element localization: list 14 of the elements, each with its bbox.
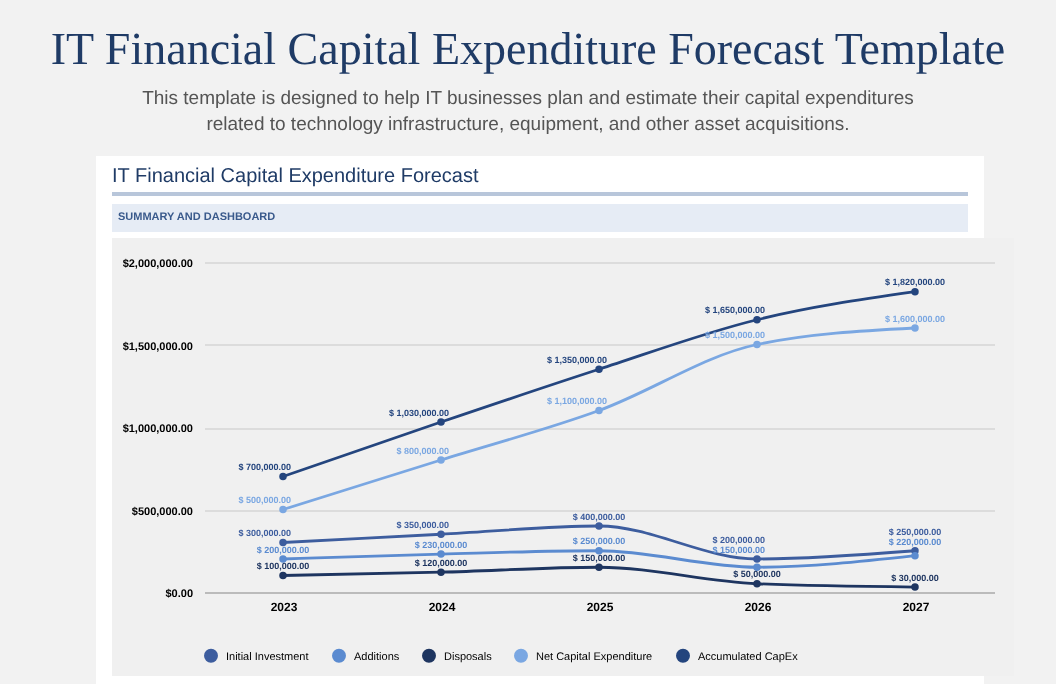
chart-title: IT Financial Capital Expenditure Forecast Template <box>48 24 1008 76</box>
point <box>279 505 287 513</box>
point <box>595 406 603 414</box>
point <box>753 340 761 348</box>
point <box>595 546 603 554</box>
chart-subtitle: This template is designed to help IT businesses plan and estimate their capital expenditures related to technology infrastructure, equipment, and other asset acquisitions. <box>140 88 916 140</box>
point <box>911 287 919 295</box>
point <box>279 472 287 480</box>
text: IT Financial Capital Expenditure Forecast <box>112 165 968 196</box>
point <box>911 551 919 559</box>
point <box>753 579 761 587</box>
point <box>279 571 287 579</box>
point <box>753 315 761 323</box>
point <box>279 538 287 546</box>
